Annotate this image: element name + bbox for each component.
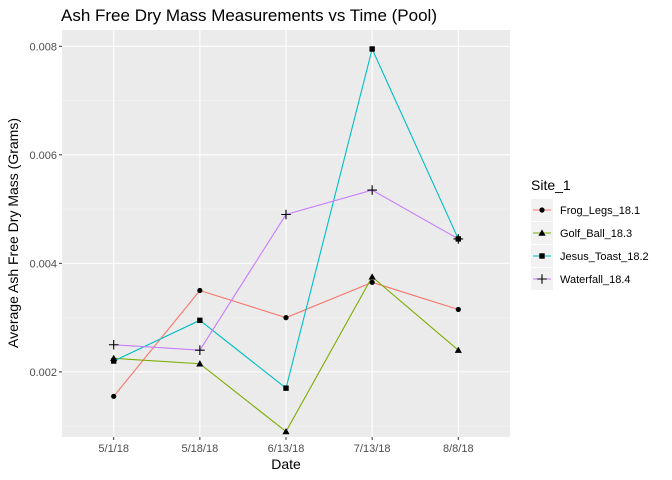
y-axis-title: Average Ash Free Dry Mass (Grams) [5, 118, 21, 348]
data-point-series-1 [283, 315, 289, 321]
legend-key-marker [539, 253, 545, 259]
legend-items: Frog_Legs_18.1 Golf_Ball_18.3 Jesus_Toast_… [531, 199, 649, 290]
y-tick-label: 0.006 [29, 150, 57, 162]
x-axis-title: Date [271, 456, 301, 472]
data-point-series-3 [197, 317, 203, 324]
y-tick-label: 0.002 [29, 367, 57, 379]
data-point-series-4 [281, 209, 291, 220]
legend-key-marker [538, 229, 546, 236]
data-point-series-2 [368, 273, 376, 280]
data-point-series-1 [111, 393, 117, 399]
legend: Site_1 Frog_Legs_18.1 Golf_Ball_18.3 Jesus… [531, 177, 649, 290]
data-point-series-1 [197, 287, 203, 294]
data-point-series-3 [283, 385, 289, 391]
x-tick-label: 5/1/18 [98, 443, 129, 455]
legend-label: Frog_Legs_18.1 [560, 205, 640, 217]
legend-key-marker [537, 274, 547, 284]
x-tick-label: 6/13/18 [268, 443, 305, 455]
data-point-series-4 [195, 345, 205, 355]
major-gridlines [62, 30, 510, 437]
data-point-series-4 [453, 234, 464, 244]
y-tick-label: 0.004 [29, 258, 57, 270]
data-point-series-1 [369, 279, 375, 285]
y-axis: 0.002 0.004 0.006 0.008 [29, 41, 62, 379]
data-point-series-4 [367, 185, 377, 195]
data-point-series-2 [196, 360, 204, 367]
data-point-series-3 [110, 358, 117, 364]
legend-label: Waterfall_18.4 [560, 274, 631, 286]
data-point-series-4 [108, 339, 119, 350]
legend-title: Site_1 [531, 177, 571, 193]
data-point-series-2 [282, 427, 290, 435]
y-tick-label: 0.008 [29, 41, 57, 53]
series-points [108, 46, 464, 435]
x-tick-label: 8/8/18 [443, 443, 474, 455]
x-tick-label: 5/18/18 [181, 443, 218, 455]
x-tick-label: 7/13/18 [354, 443, 391, 455]
chart-title: Ash Free Dry Mass Measurements vs Time (… [61, 6, 437, 25]
data-point-series-2 [454, 346, 462, 353]
legend-label: Golf_Ball_18.3 [560, 228, 632, 240]
data-point-series-1 [455, 306, 461, 313]
legend-label: Jesus_Toast_18.2 [560, 251, 649, 263]
x-axis: 5/1/18 5/18/18 6/13/18 7/13/18 8/8/18 [98, 437, 474, 455]
legend-key-marker [539, 207, 545, 213]
data-point-series-3 [369, 46, 375, 52]
